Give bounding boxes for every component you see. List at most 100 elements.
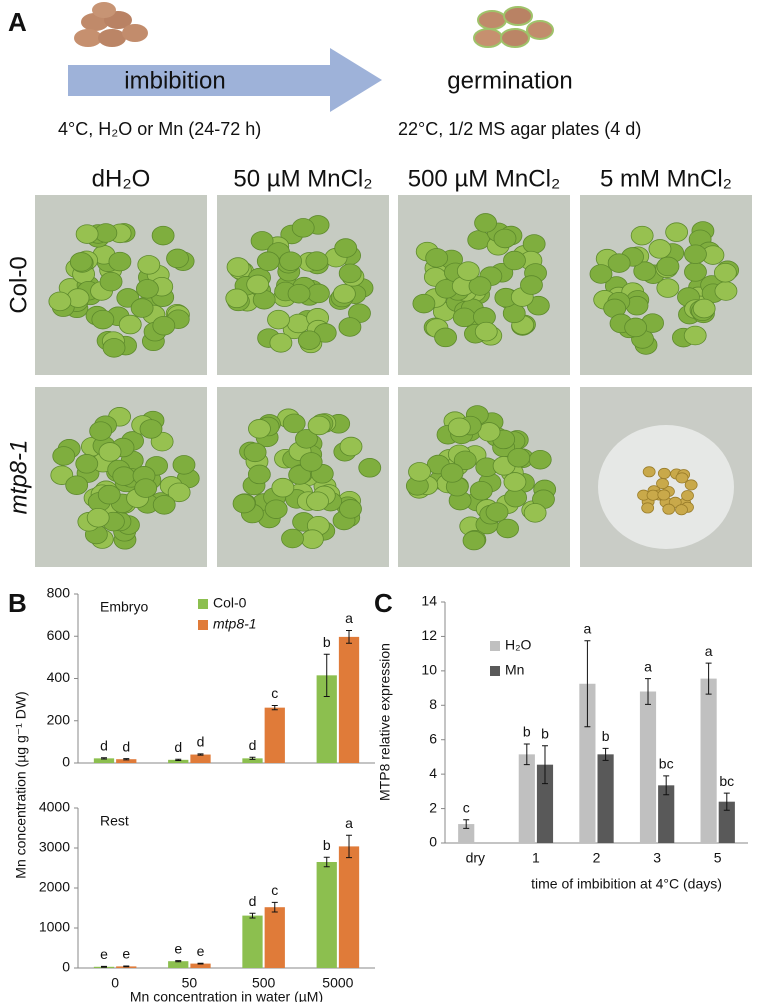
seedling (485, 502, 509, 522)
bar (264, 707, 285, 763)
seedling (453, 450, 477, 471)
seedling (474, 213, 497, 233)
bar (242, 758, 263, 763)
column-header: dH₂O (92, 165, 151, 192)
significance-letter: a (644, 658, 652, 674)
seedling (496, 518, 519, 539)
error-bar (723, 792, 730, 811)
error-bar (541, 745, 548, 785)
seedling (102, 338, 126, 358)
error-bar (663, 775, 670, 796)
seedling (656, 478, 669, 490)
seedling (152, 495, 176, 515)
bar (597, 754, 614, 843)
seedling (683, 325, 707, 346)
legend-swatch (198, 620, 208, 630)
seedling (305, 251, 329, 271)
seedling (136, 279, 159, 299)
condition-text: 22°C, 1/2 MS agar plates (4 d) (398, 119, 641, 139)
seedling (112, 466, 136, 486)
bar (168, 961, 189, 968)
seedling (692, 298, 716, 319)
bar (658, 785, 675, 843)
seedling (99, 271, 123, 292)
seedling (503, 250, 526, 271)
seedling (493, 228, 517, 249)
seedling (408, 462, 431, 482)
seedling (589, 264, 613, 284)
significance-letter: d (249, 893, 257, 909)
seedling (48, 291, 72, 312)
seedling (624, 317, 648, 338)
significance-letter: a (345, 815, 353, 831)
seedling (338, 263, 362, 284)
error-bar (197, 962, 204, 965)
seedling (246, 274, 270, 295)
error-bar (271, 901, 278, 913)
seedling (714, 281, 738, 301)
seedling (243, 442, 267, 463)
seedling (452, 307, 476, 328)
error-bar (323, 653, 330, 697)
seedling (467, 230, 491, 250)
seedling (307, 415, 331, 436)
x-axis-label: time of imbibition at 4°C (days) (531, 876, 722, 892)
y-axis-label: MTP8 relative expression (377, 643, 393, 801)
bar (242, 915, 263, 968)
x-tick-label: 0 (111, 975, 119, 991)
stage-label: germination (447, 67, 572, 94)
legend-label: H₂O (505, 637, 532, 653)
significance-letter: c (463, 799, 470, 815)
significance-letter: b (523, 724, 531, 740)
seedling (288, 465, 312, 485)
seedling (425, 248, 449, 268)
legend-swatch (490, 641, 500, 651)
seedling (86, 507, 110, 528)
seedling (256, 251, 280, 272)
seedling (641, 502, 655, 514)
seedling (134, 478, 158, 498)
seedling (646, 489, 660, 501)
y-tick-label: 2000 (39, 879, 70, 895)
error-bar (346, 630, 353, 644)
x-tick-label: dry (466, 850, 485, 866)
seedling (684, 262, 707, 282)
bar (518, 754, 535, 843)
seedling (287, 313, 310, 334)
x-tick-label: 5 (714, 850, 722, 866)
significance-letter: c (271, 685, 278, 701)
significance-letter: a (705, 643, 713, 659)
bar (190, 963, 211, 968)
x-tick-label: 50 (182, 975, 198, 991)
significance-letter: e (174, 940, 182, 956)
bar (458, 824, 475, 843)
seedling (139, 419, 163, 439)
seedling (440, 463, 464, 483)
bar (700, 678, 717, 843)
seedling (151, 225, 175, 246)
arrow (68, 48, 382, 112)
significance-letter: b (602, 728, 610, 744)
seedling (98, 442, 122, 462)
condition-text: 4°C, H₂O or Mn (24-72 h) (58, 119, 261, 139)
x-tick-label: 500 (252, 975, 276, 991)
significance-letter: e (197, 943, 205, 959)
error-bar (100, 965, 107, 968)
error-bar (323, 856, 330, 868)
seedling (264, 499, 288, 519)
seedling (282, 413, 306, 434)
seedling (657, 467, 671, 479)
legend-label: mtp8-1 (213, 616, 257, 632)
seedling (108, 251, 132, 272)
row-header: Col-0 (5, 256, 32, 313)
seedling (684, 479, 698, 491)
seedling (75, 454, 99, 474)
bar (316, 675, 337, 763)
significance-letter: d (249, 737, 257, 753)
seedling (65, 475, 89, 495)
seedling (291, 218, 315, 238)
arrow-label: imbibition (124, 67, 225, 94)
significance-letter: d (122, 738, 130, 754)
seedling (339, 499, 362, 519)
